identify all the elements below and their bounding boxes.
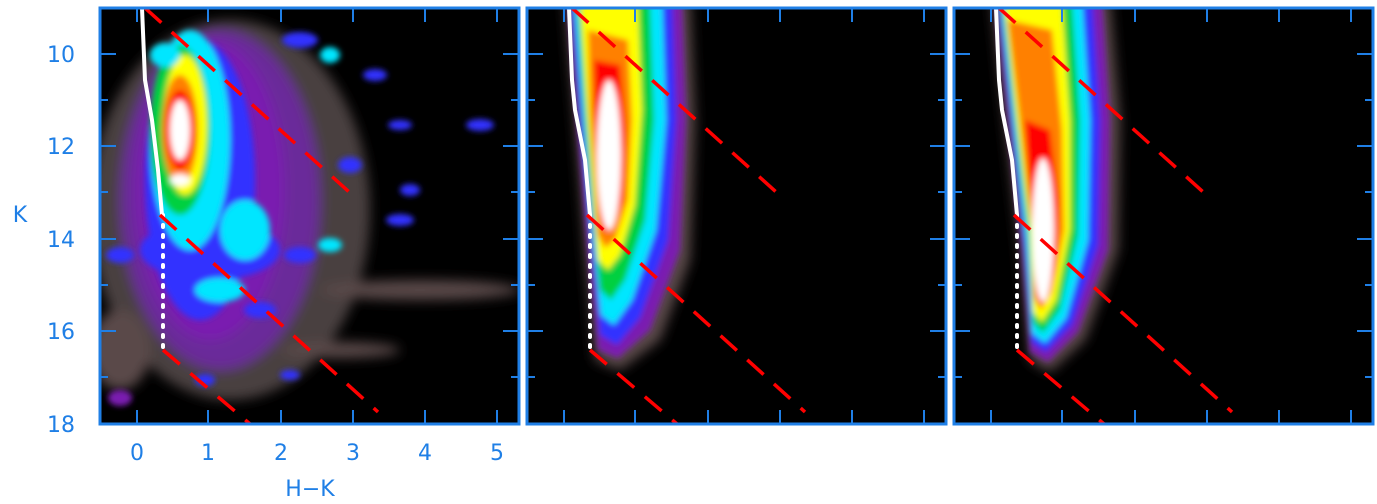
- x-tick-4: 4: [418, 441, 432, 466]
- density-map: [565, 8, 695, 370]
- panel-model-2: [952, 6, 1375, 426]
- density-map: [992, 8, 1120, 372]
- x-axis-title: H−K: [285, 477, 335, 502]
- reddening-line-upper: [570, 8, 787, 202]
- density-map: [100, 20, 519, 406]
- reddening-line-middle: [1012, 213, 1234, 414]
- y-tick-14: 14: [47, 228, 75, 253]
- ticks: [954, 8, 1373, 424]
- overlay-lines: [994, 8, 1234, 424]
- panel-observed: 0 1 2 3 4 5 10 12 14 16 18 H−K K: [13, 6, 521, 502]
- overlay-lines: [567, 8, 807, 424]
- isochrone-solid: [140, 8, 164, 216]
- isochrone-solid: [567, 8, 592, 216]
- panel-model-1: [525, 6, 948, 426]
- x-tick-labels: 0 1 2 3 4 5: [130, 441, 504, 466]
- reddening-line-lower: [161, 348, 252, 424]
- x-tick-2: 2: [274, 441, 288, 466]
- y-tick-16: 16: [47, 320, 75, 345]
- x-tick-5: 5: [490, 441, 504, 466]
- x-tick-1: 1: [201, 441, 215, 466]
- y-tick-10: 10: [47, 43, 75, 68]
- ticks: [527, 8, 946, 424]
- y-axis-title: K: [13, 203, 28, 228]
- reddening-line-middle: [158, 213, 380, 414]
- frame: [525, 6, 948, 426]
- y-tick-18: 18: [47, 413, 75, 438]
- y-tick-12: 12: [47, 135, 75, 160]
- frame: [952, 6, 1375, 426]
- isochrone-solid: [994, 8, 1019, 216]
- reddening-line-middle: [585, 213, 807, 414]
- reddening-line-lower: [1015, 348, 1106, 424]
- reddening-line-upper: [997, 8, 1214, 202]
- y-tick-labels: 10 12 14 16 18: [47, 43, 75, 438]
- reddening-line-lower: [588, 348, 679, 424]
- x-tick-3: 3: [346, 441, 360, 466]
- ticks: [100, 8, 519, 424]
- overlay-lines: [140, 8, 380, 424]
- reddening-line-upper: [143, 8, 360, 202]
- frame: [98, 6, 521, 426]
- x-tick-0: 0: [130, 441, 144, 466]
